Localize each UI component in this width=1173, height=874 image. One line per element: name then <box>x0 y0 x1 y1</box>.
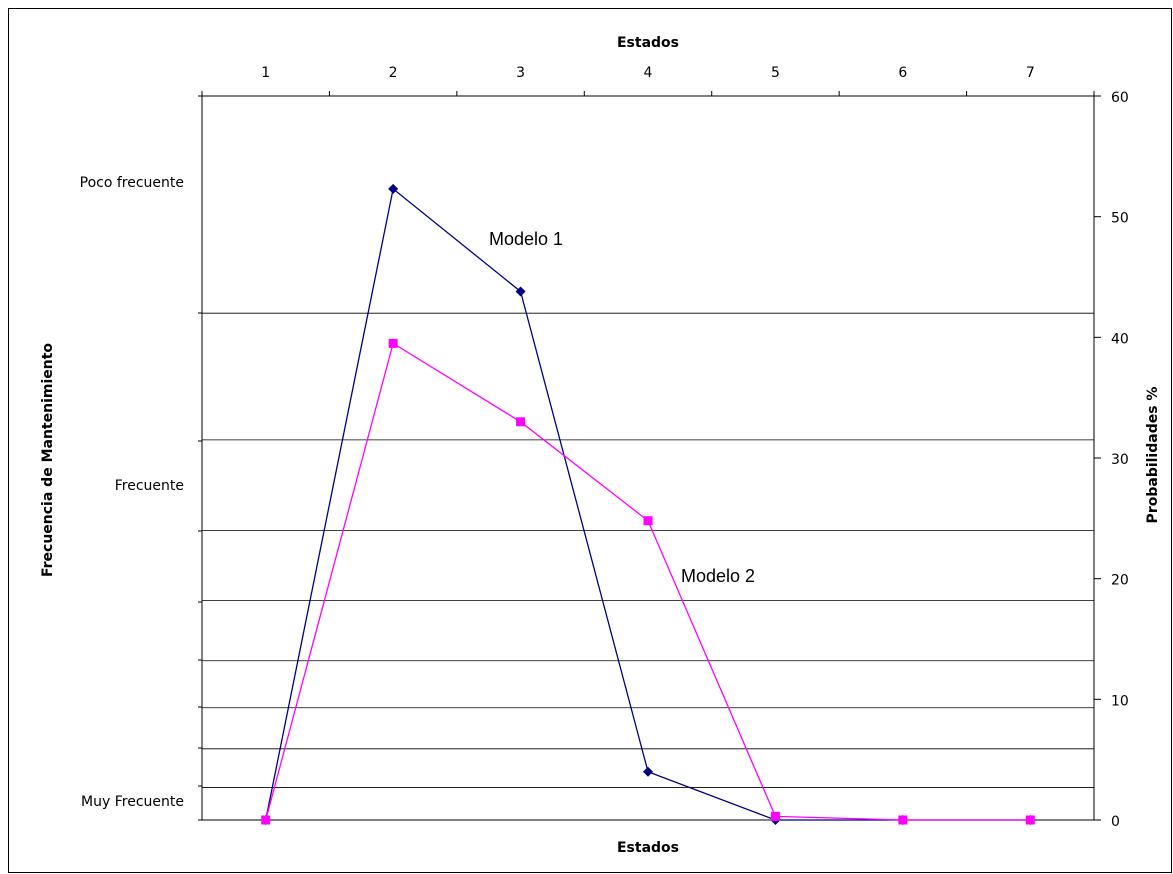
x-axis-top-title: Estados <box>617 35 679 51</box>
y-right-tick-label: 10 <box>1111 693 1129 709</box>
series-label-2: Modelo 2 <box>681 566 755 586</box>
data-point <box>1026 816 1035 825</box>
data-point <box>516 417 525 426</box>
x-top-tick-label: 3 <box>516 65 525 81</box>
y-right-tick-label: 20 <box>1111 573 1129 589</box>
labels-group: 1 2 3 4 5 6 7 0 10 20 30 40 50 60 Poco frecuente Frecue… <box>80 65 1129 830</box>
y-right-tick-label: 30 <box>1111 452 1129 468</box>
data-point <box>771 812 780 821</box>
gridlines <box>202 313 1094 787</box>
x-top-tick-label: 7 <box>1026 65 1035 81</box>
y-left-category-label: Muy Frecuente <box>81 794 184 810</box>
chart-border <box>9 9 1172 873</box>
data-point <box>644 516 653 525</box>
series-label-1: Modelo 1 <box>489 229 563 249</box>
y-left-category-label: Poco frecuente <box>80 175 184 191</box>
y-right-tick-label: 0 <box>1111 814 1120 830</box>
x-top-tick-label: 5 <box>771 65 780 81</box>
data-point <box>389 339 398 348</box>
y-right-tick-label: 50 <box>1111 211 1129 227</box>
x-axis-bottom-title: Estados <box>617 840 679 856</box>
x-top-tick-label: 6 <box>898 65 907 81</box>
y-right-tick-label: 40 <box>1111 331 1129 347</box>
x-top-tick-label: 2 <box>389 65 398 81</box>
y-left-category-label: Frecuente <box>115 478 184 494</box>
y-axis-left-title: Frecuencia de Mantenimiento <box>40 343 56 577</box>
series-line-1 <box>266 189 1031 820</box>
axis-ticks <box>198 91 1101 820</box>
data-point <box>643 767 653 777</box>
series-group <box>261 184 1036 825</box>
data-point <box>898 816 907 825</box>
x-top-tick-label: 1 <box>261 65 270 81</box>
x-top-tick-label: 4 <box>644 65 653 81</box>
y-right-tick-label: 60 <box>1111 90 1129 106</box>
y-axis-right-title: Probabilidades % <box>1145 387 1161 524</box>
data-point <box>261 816 270 825</box>
